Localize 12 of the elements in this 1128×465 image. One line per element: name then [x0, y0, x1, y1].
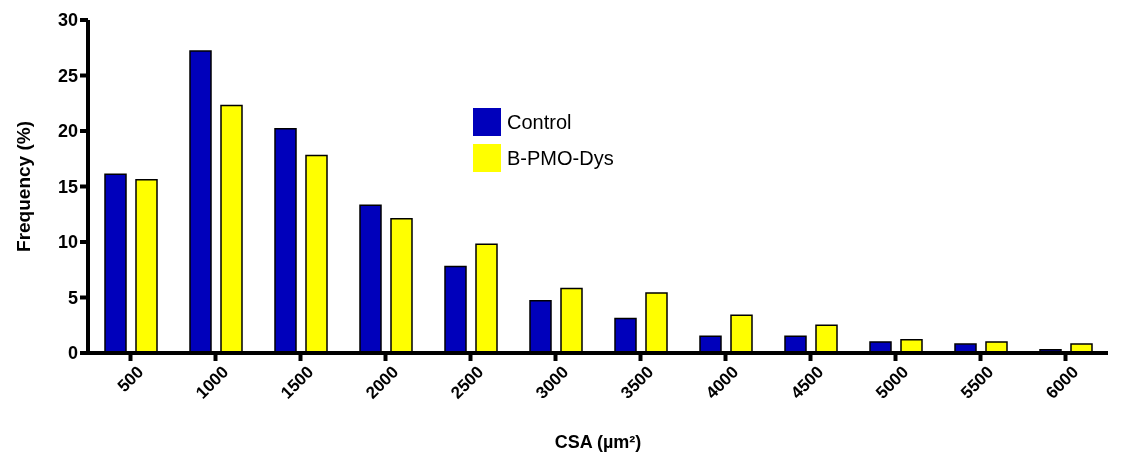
y-tick-label: 25: [57, 65, 78, 86]
x-axis-title: CSA (µm²): [554, 432, 642, 452]
legend-label: Control: [507, 110, 572, 134]
x-tick-label: 500: [113, 362, 148, 396]
y-tick-label: 30: [57, 10, 78, 31]
y-tick-label: 20: [57, 121, 78, 142]
legend-label: B-PMO-Dys: [507, 146, 614, 170]
y-tick-label: 15: [57, 176, 78, 197]
y-tick-label: 5: [67, 287, 78, 308]
y-tick-label: 0: [67, 343, 78, 364]
y-axis-title: Frequency (%): [12, 121, 34, 252]
y-tick-label: 10: [57, 232, 78, 253]
